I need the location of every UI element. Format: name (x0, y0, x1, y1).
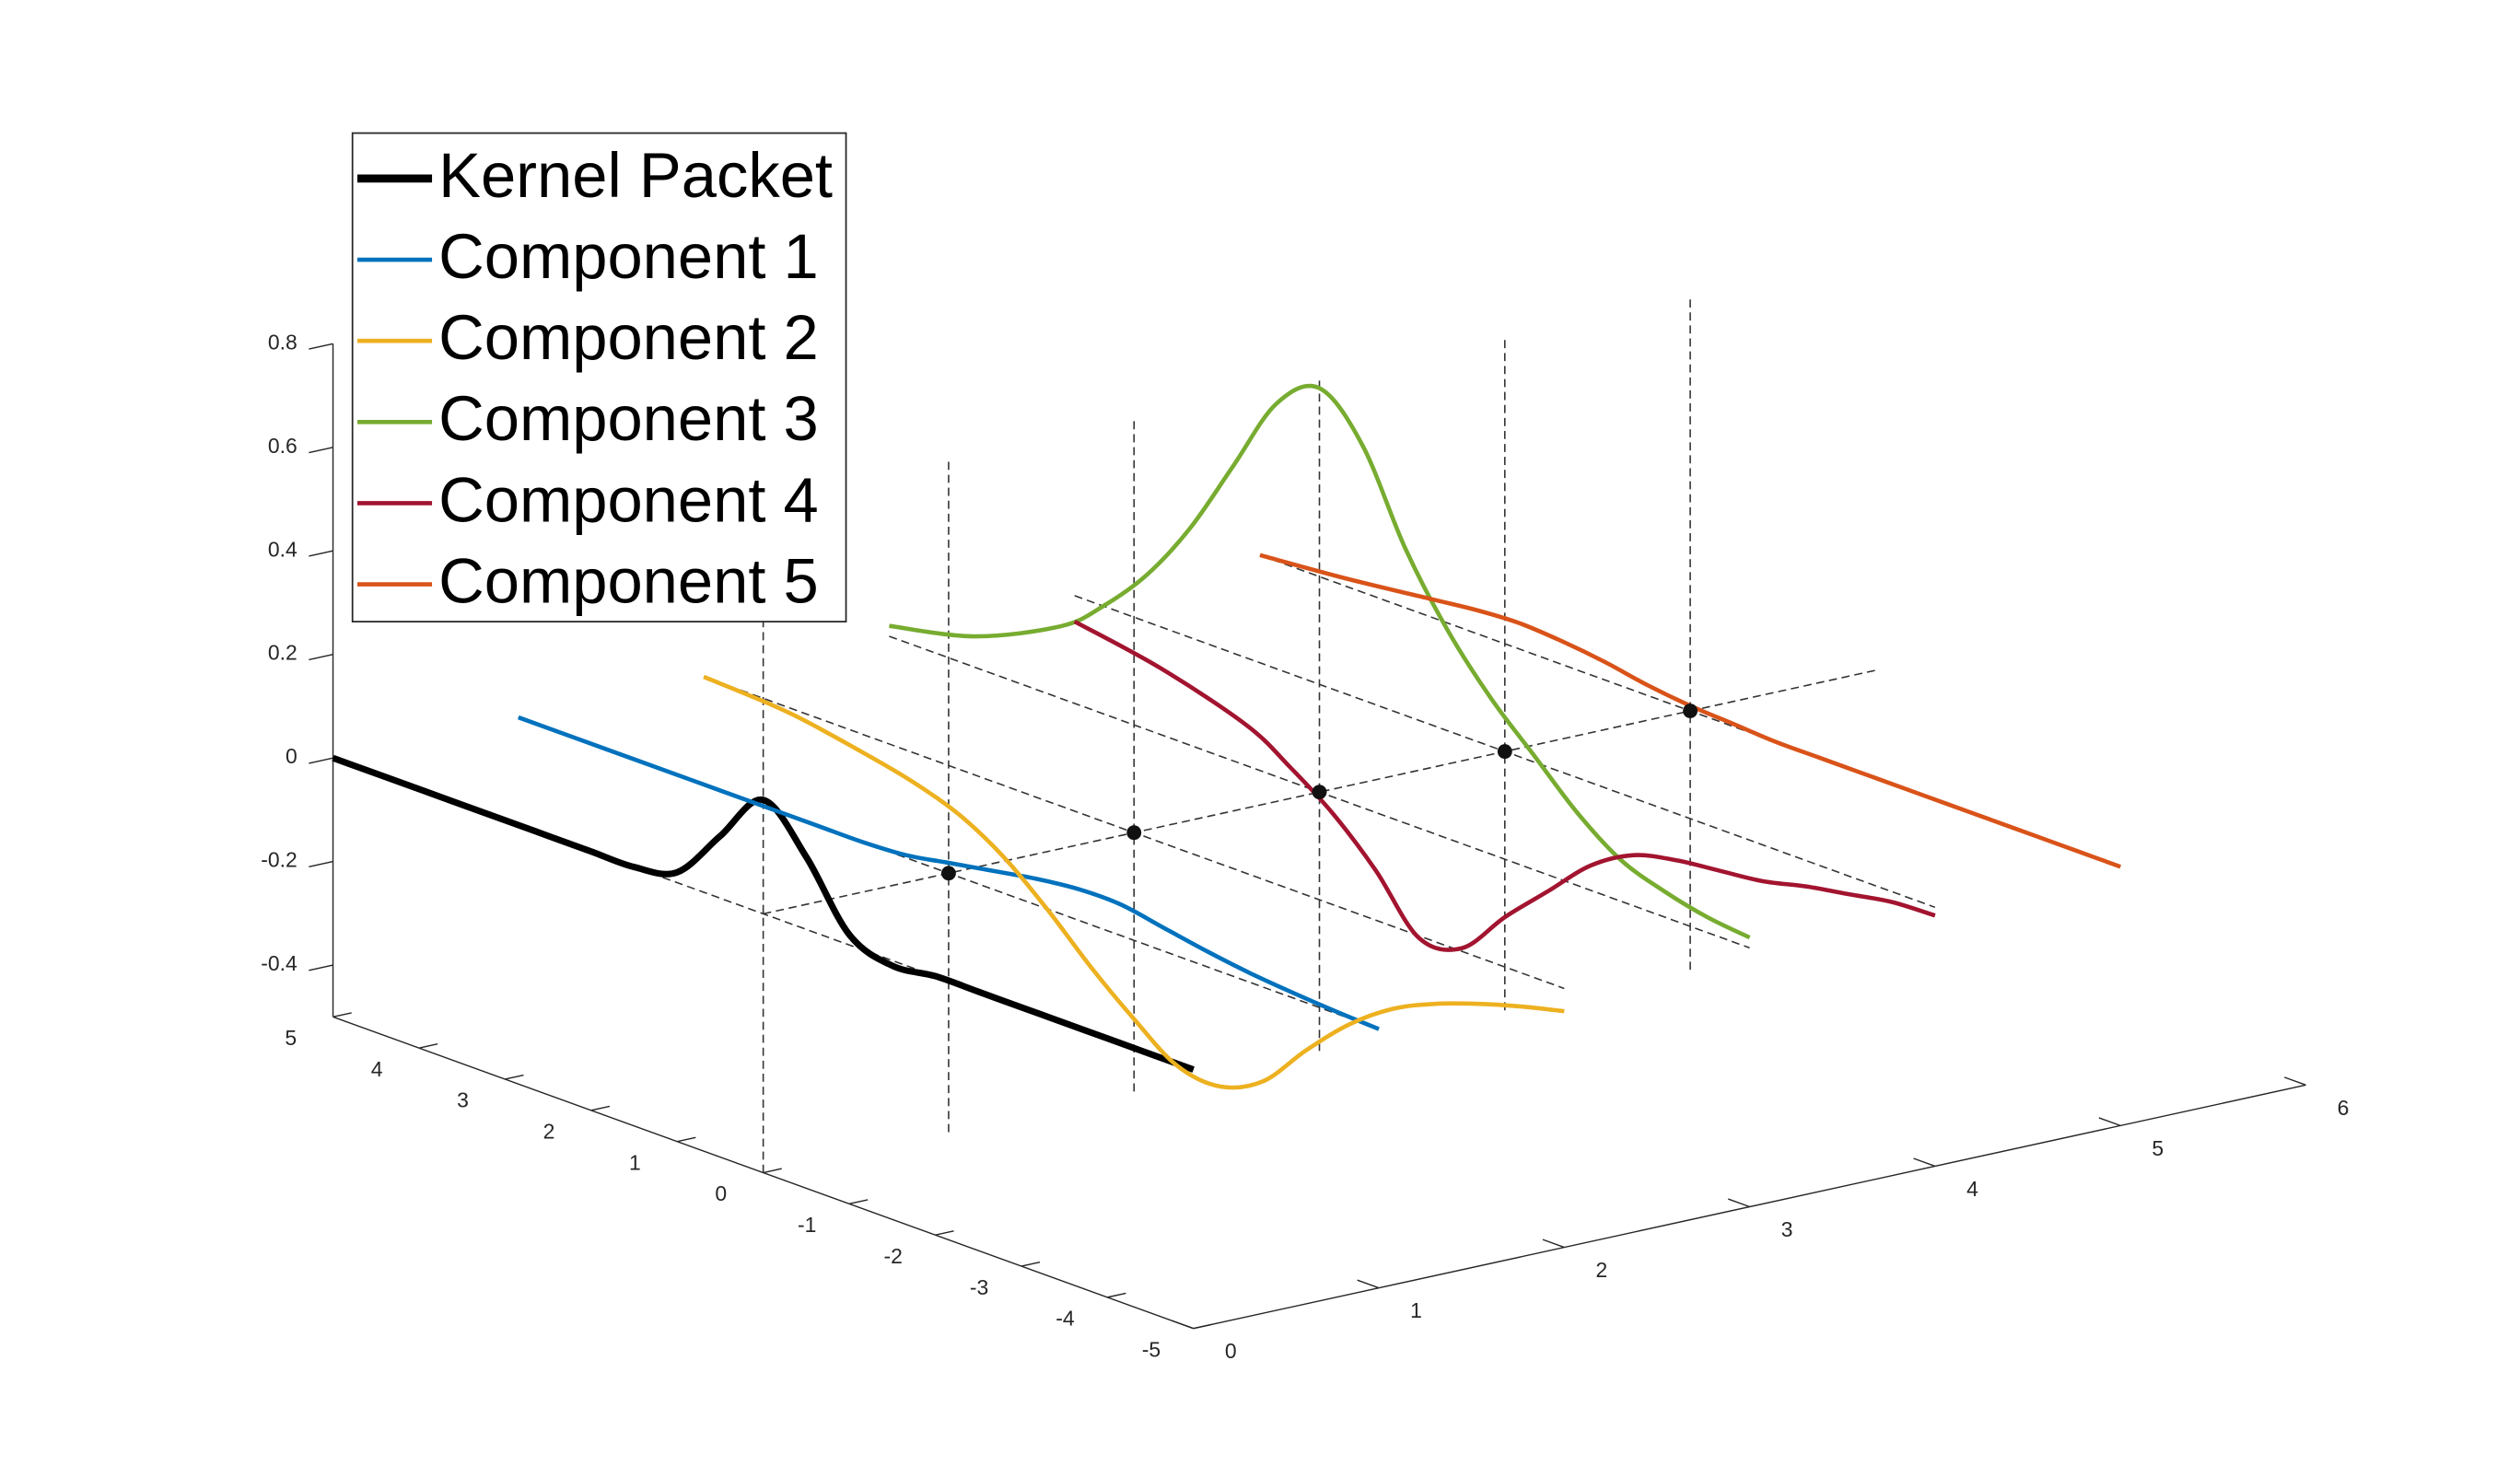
y-tick-label: 5 (285, 1026, 297, 1050)
z-tick (309, 654, 333, 661)
series-line (1073, 619, 1936, 952)
z-tick-label: -0.2 (261, 848, 297, 872)
z-tick (309, 550, 333, 557)
series-line (889, 383, 1751, 940)
z-tick-label: 0.2 (268, 641, 298, 665)
series-line (518, 715, 1380, 1031)
y-tick-label: -1 (798, 1213, 816, 1237)
legend: Kernel Packet Component 1 Component 2 Compo… (351, 132, 847, 622)
y-tick-label: 3 (457, 1088, 469, 1112)
legend-label: Component 4 (438, 464, 819, 535)
y-tick (1021, 1261, 1041, 1267)
z-tick (309, 447, 333, 454)
y-tick (848, 1199, 869, 1205)
y-tick-label: 2 (543, 1120, 555, 1144)
y-tick-label: -2 (883, 1244, 902, 1268)
y-tick (677, 1136, 696, 1143)
y-tick-label: 4 (371, 1057, 383, 1081)
series-line (1259, 552, 2121, 869)
y-tick-label: -5 (1142, 1337, 1161, 1361)
x-tick-label: 6 (2338, 1096, 2350, 1120)
y-tick (590, 1105, 611, 1111)
y-tick-label: 0 (715, 1181, 727, 1205)
y-tick (332, 1012, 352, 1018)
y-tick-label: -3 (970, 1275, 988, 1299)
guide-line (332, 757, 1195, 1071)
x-tick-label: 3 (1781, 1217, 1793, 1241)
point (1126, 825, 1142, 841)
x-tick-label: 5 (2152, 1136, 2164, 1160)
x-tick (1357, 1279, 1380, 1289)
x-tick-label: 4 (1966, 1177, 1978, 1201)
y-tick (418, 1043, 438, 1049)
y-tick-label: 1 (629, 1150, 641, 1174)
z-tick-label: -0.4 (261, 951, 298, 975)
point (1312, 785, 1327, 800)
y-tick (1107, 1292, 1126, 1298)
x-tick (1913, 1157, 1936, 1168)
z-tick-label: 0.8 (268, 330, 298, 354)
legend-label: Component 5 (438, 545, 819, 616)
legend-label: Kernel Packet (438, 140, 833, 211)
z-tick (309, 757, 333, 764)
x-tick (2098, 1117, 2121, 1127)
x-tick-label: 2 (1595, 1258, 1607, 1282)
x-tick (1542, 1239, 1565, 1249)
z-tick-label: 0.4 (268, 537, 298, 561)
z-tick-label: 0 (286, 744, 298, 768)
series-line (332, 754, 1195, 1073)
z-tick (309, 343, 333, 350)
y-tick (935, 1230, 954, 1236)
z-tick (309, 964, 333, 971)
y-tick (1193, 1323, 1213, 1330)
z-tick (309, 860, 333, 868)
axes: -0.4 -0.2 0 0.2 0.4 0.6 0.8 -5 -4 -3 -2 -1 0 1 2 3 4 5 0 1 2… (261, 330, 2349, 1363)
z-tick-label: 0.6 (268, 434, 298, 458)
legend-box (351, 132, 847, 622)
x-tick (1728, 1198, 1750, 1208)
point (1683, 704, 1698, 718)
x-tick-label: 0 (1225, 1339, 1237, 1363)
y-tick (505, 1074, 524, 1080)
point (1497, 744, 1512, 760)
legend-label: Component 3 (438, 383, 819, 454)
x-tick-label: 1 (1410, 1298, 1422, 1322)
series-line (703, 674, 1565, 1090)
legend-label: Component 1 (438, 221, 819, 292)
legend-label: Component 2 (438, 302, 819, 373)
x-tick (1172, 1320, 1194, 1330)
point (940, 866, 956, 881)
y-tick (763, 1168, 782, 1174)
y-tick-label: -4 (1056, 1307, 1075, 1331)
x-tick (2283, 1076, 2306, 1086)
plot-area (332, 383, 2121, 1090)
